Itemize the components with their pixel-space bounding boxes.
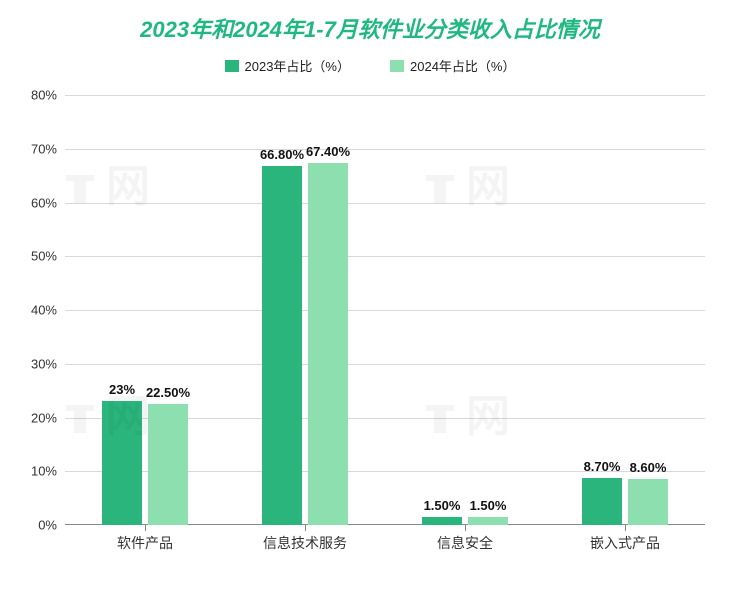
x-tick [305, 525, 306, 531]
bar-value-label: 23% [109, 382, 135, 397]
bar [102, 401, 142, 525]
x-tick [625, 525, 626, 531]
x-tick [145, 525, 146, 531]
y-tick-label: 10% [31, 464, 57, 479]
bar [468, 517, 508, 525]
bar [582, 478, 622, 525]
legend-swatch-2024 [390, 60, 404, 72]
bar-value-label: 8.70% [584, 459, 621, 474]
y-tick-label: 50% [31, 249, 57, 264]
chart-plot-area: 0%10%20%30%40%50%60%70%80%软件产品23%22.50%信… [65, 95, 705, 525]
bar-value-label: 1.50% [424, 498, 461, 513]
gridline [65, 256, 705, 257]
x-tick [465, 525, 466, 531]
x-tick-label: 信息技术服务 [263, 533, 347, 553]
legend-label-2024: 2024年占比（%） [410, 56, 515, 75]
gridline [65, 310, 705, 311]
x-tick-label: 信息安全 [437, 533, 493, 553]
bar-value-label: 66.80% [260, 147, 304, 162]
bar [262, 166, 302, 525]
gridline [65, 203, 705, 204]
y-tick-label: 70% [31, 141, 57, 156]
bar-value-label: 1.50% [470, 498, 507, 513]
gridline [65, 149, 705, 150]
chart-title: 2023年和2024年1-7月软件业分类收入占比情况 [0, 0, 740, 44]
legend-item-2024: 2024年占比（%） [390, 56, 515, 75]
y-tick-label: 0% [38, 518, 57, 533]
y-tick-label: 60% [31, 195, 57, 210]
bar [422, 517, 462, 525]
legend-item-2023: 2023年占比（%） [225, 56, 350, 75]
y-tick-label: 20% [31, 410, 57, 425]
gridline [65, 95, 705, 96]
x-tick-label: 软件产品 [117, 533, 173, 553]
y-tick-label: 80% [31, 88, 57, 103]
y-tick-label: 40% [31, 303, 57, 318]
legend-label-2023: 2023年占比（%） [245, 56, 350, 75]
bar-value-label: 22.50% [146, 385, 190, 400]
x-tick-label: 嵌入式产品 [590, 533, 660, 553]
bar [628, 479, 668, 525]
bar-value-label: 8.60% [630, 460, 667, 475]
gridline [65, 364, 705, 365]
bar-value-label: 67.40% [306, 144, 350, 159]
legend-swatch-2023 [225, 60, 239, 72]
legend: 2023年占比（%） 2024年占比（%） [0, 56, 740, 75]
bar [308, 163, 348, 525]
y-tick-label: 30% [31, 356, 57, 371]
bar [148, 404, 188, 525]
